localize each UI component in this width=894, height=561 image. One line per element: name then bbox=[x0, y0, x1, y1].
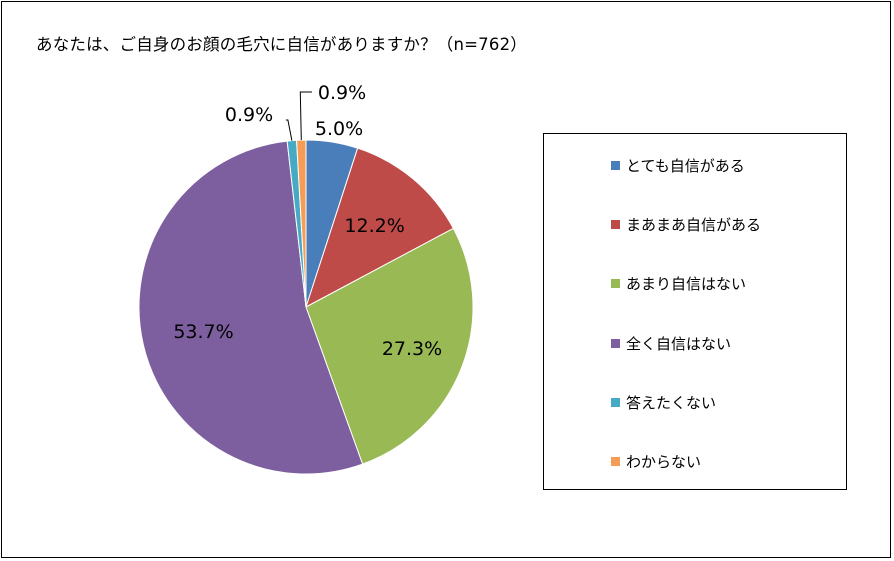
legend-item: 答えたくない bbox=[611, 392, 716, 413]
data-label: 27.3% bbox=[382, 338, 442, 360]
legend: とても自信がある まあまあ自信がある あまり自信はない 全く自信はない 答えたく… bbox=[543, 133, 847, 490]
slice-not-confident-at-all bbox=[138, 140, 364, 475]
slice-not-very-confident bbox=[305, 227, 474, 465]
legend-item: まあまあ自信がある bbox=[611, 214, 761, 235]
data-label: 5.0% bbox=[315, 118, 363, 140]
leader-line bbox=[299, 91, 312, 141]
chart-title: あなたは、ご自身のお顔の毛穴に自信がありますか？（n=762） bbox=[36, 35, 527, 54]
legend-label: まあまあ自信がある bbox=[626, 216, 762, 234]
legend-label: 全く自信はない bbox=[626, 335, 732, 353]
data-label: 0.9% bbox=[318, 82, 366, 104]
legend-label: あまり自信はない bbox=[626, 275, 747, 293]
data-labels: 12.2% 27.3% 53.7% 5.0% 0.9% 0.9% bbox=[173, 82, 442, 360]
legend-swatch bbox=[611, 398, 620, 407]
legend-swatch bbox=[611, 457, 620, 466]
leader-line bbox=[285, 119, 293, 141]
legend-item: 全く自信はない bbox=[611, 333, 731, 354]
legend-item: あまり自信はない bbox=[611, 273, 746, 294]
slice-somewhat-confident bbox=[305, 147, 455, 309]
legend-swatch bbox=[611, 279, 620, 288]
leader-lines bbox=[285, 91, 312, 141]
legend-swatch bbox=[611, 161, 620, 170]
legend-label: とても自信がある bbox=[626, 157, 745, 175]
data-label: 12.2% bbox=[344, 215, 404, 237]
legend-item: とても自信がある bbox=[611, 155, 745, 176]
data-label: 53.7% bbox=[173, 321, 233, 343]
legend-label: 答えたくない bbox=[626, 394, 717, 412]
data-label: 0.9% bbox=[225, 104, 273, 126]
legend-swatch bbox=[611, 220, 620, 229]
pie-slices bbox=[138, 139, 474, 475]
legend-label: わからない bbox=[626, 453, 702, 471]
legend-swatch bbox=[611, 339, 620, 348]
legend-item: わからない bbox=[611, 451, 701, 472]
